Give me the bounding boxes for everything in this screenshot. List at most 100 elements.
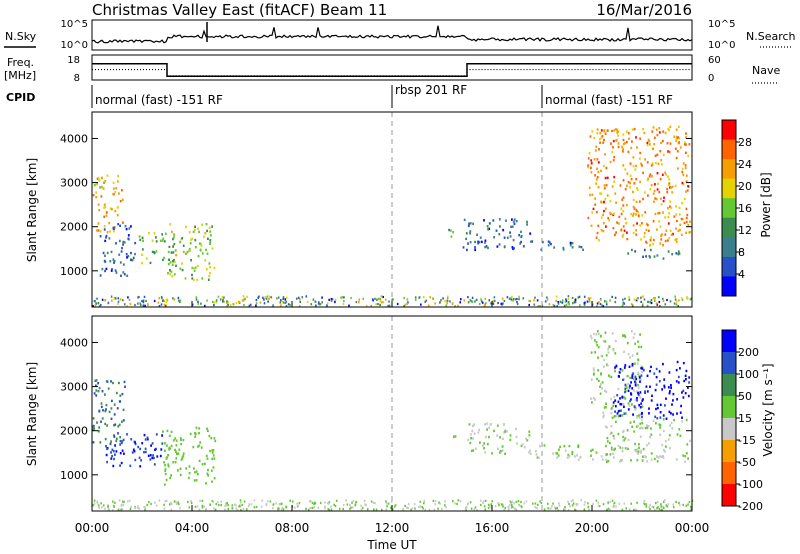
echo-cell xyxy=(330,505,332,508)
echo-cell xyxy=(114,501,116,504)
echo-cell xyxy=(628,137,630,140)
echo-cell xyxy=(363,499,366,502)
echo-cell xyxy=(642,302,644,305)
echo-cell xyxy=(523,446,526,449)
echo-cell xyxy=(349,503,351,506)
echo-cell xyxy=(656,172,659,175)
echo-cell xyxy=(578,295,581,298)
echo-cell xyxy=(680,404,682,408)
echo-cell xyxy=(676,433,679,436)
echo-cell xyxy=(662,362,664,366)
echo-cell xyxy=(613,395,616,399)
colorbar-tick-label: 24 xyxy=(738,158,752,171)
echo-cell xyxy=(610,407,613,410)
echo-cell xyxy=(668,150,671,154)
echo-cell xyxy=(565,303,568,307)
echo-cell xyxy=(125,253,128,256)
echo-cell xyxy=(600,192,603,195)
echo-cell xyxy=(268,297,270,301)
frequency-panel-frame xyxy=(91,54,693,81)
echo-cell xyxy=(642,255,644,258)
echo-cell xyxy=(100,420,102,423)
echo-cell xyxy=(685,190,687,193)
echo-cell xyxy=(587,165,589,169)
echo-cell xyxy=(488,435,490,439)
echo-cell xyxy=(630,459,632,462)
echo-cell xyxy=(265,297,268,300)
echo-cell xyxy=(272,503,275,506)
echo-cell xyxy=(675,458,678,461)
echo-cell xyxy=(597,332,600,336)
echo-cell xyxy=(198,508,201,511)
echo-cell xyxy=(450,235,453,238)
echo-cell xyxy=(664,440,667,443)
echo-cell xyxy=(194,432,197,436)
echo-cell xyxy=(685,132,687,135)
echo-cell xyxy=(687,386,689,389)
echo-cell xyxy=(653,509,656,512)
echo-cell xyxy=(617,145,620,149)
echo-cell xyxy=(454,305,456,308)
echo-cell xyxy=(484,245,487,249)
echo-cell xyxy=(520,235,523,239)
echo-cell xyxy=(537,456,540,459)
echo-cell xyxy=(97,203,100,206)
echo-cell xyxy=(623,439,626,442)
echo-cell xyxy=(683,197,686,201)
echo-cell xyxy=(616,394,619,397)
echo-cell xyxy=(482,444,484,447)
echo-cell xyxy=(550,242,552,246)
echo-cell xyxy=(650,399,653,402)
echo-cell xyxy=(207,237,209,240)
echo-cell xyxy=(561,299,564,302)
echo-cell xyxy=(511,218,513,221)
echo-cell xyxy=(592,502,594,505)
echo-cell xyxy=(177,299,180,302)
echo-cell xyxy=(465,237,467,241)
echo-cell xyxy=(406,298,409,301)
echo-cell xyxy=(193,228,196,232)
echo-cell xyxy=(619,460,621,463)
echo-cell xyxy=(227,303,229,306)
echo-cell xyxy=(642,398,644,401)
echo-cell xyxy=(210,469,213,472)
echo-cell xyxy=(488,227,491,231)
echo-cell xyxy=(623,405,625,408)
echo-cell xyxy=(633,332,636,336)
echo-cell xyxy=(158,297,161,300)
echo-cell xyxy=(662,429,665,433)
echo-cell xyxy=(434,500,437,503)
echo-cell xyxy=(652,238,655,242)
echo-cell xyxy=(652,126,655,129)
echo-cell xyxy=(669,142,672,145)
echo-cell xyxy=(657,456,660,459)
echo-cell xyxy=(387,304,389,307)
echo-cell xyxy=(662,130,665,133)
echo-cell xyxy=(627,353,630,356)
echo-cell xyxy=(675,368,678,372)
echo-cell xyxy=(306,300,309,304)
echo-cell xyxy=(496,424,499,427)
echo-cell xyxy=(175,439,178,442)
echo-cell xyxy=(358,301,360,304)
echo-cell xyxy=(163,507,166,510)
echo-cell xyxy=(621,198,624,201)
echo-cell xyxy=(649,143,651,146)
echo-cell xyxy=(139,447,142,451)
echo-cell xyxy=(119,452,122,455)
echo-cell xyxy=(597,504,600,507)
echo-cell xyxy=(610,446,613,449)
echo-cell xyxy=(171,263,174,266)
echo-cell xyxy=(637,452,639,455)
echo-cell xyxy=(195,298,198,301)
echo-cell xyxy=(109,442,112,446)
echo-cell xyxy=(670,233,673,236)
echo-cell xyxy=(299,298,301,301)
echo-cell xyxy=(342,504,345,507)
echo-cell xyxy=(173,242,176,246)
echo-cell xyxy=(660,203,663,206)
echo-cell xyxy=(558,502,560,505)
echo-cell xyxy=(413,503,416,506)
echo-cell xyxy=(655,502,657,505)
